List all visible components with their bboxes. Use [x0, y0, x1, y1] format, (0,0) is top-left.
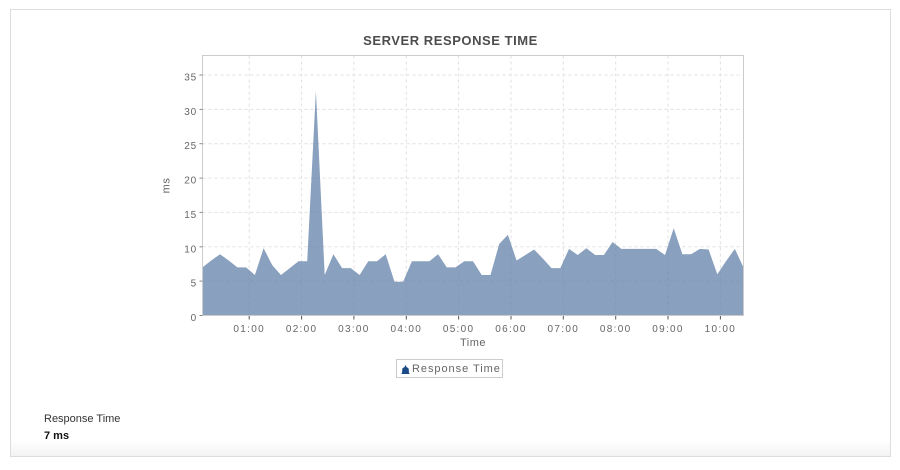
- svg-text:01:00: 01:00: [233, 324, 265, 335]
- svg-text:10:00: 10:00: [705, 324, 737, 335]
- svg-text:05:00: 05:00: [443, 324, 475, 335]
- svg-text:10: 10: [184, 244, 197, 255]
- svg-text:02:00: 02:00: [286, 324, 318, 335]
- svg-text:20: 20: [184, 176, 197, 187]
- svg-text:35: 35: [184, 73, 197, 84]
- svg-text:04:00: 04:00: [391, 324, 423, 335]
- svg-text:25: 25: [184, 141, 197, 152]
- svg-text:30: 30: [184, 107, 197, 118]
- svg-text:07:00: 07:00: [548, 324, 580, 335]
- svg-text:ms: ms: [161, 178, 173, 194]
- svg-text:15: 15: [184, 210, 197, 221]
- svg-text:06:00: 06:00: [495, 324, 527, 335]
- svg-text:0: 0: [191, 313, 197, 324]
- svg-text:03:00: 03:00: [338, 324, 370, 335]
- svg-text:09:00: 09:00: [652, 324, 684, 335]
- svg-text:08:00: 08:00: [600, 324, 632, 335]
- svg-text:Time: Time: [460, 337, 486, 349]
- svg-text:5: 5: [191, 279, 197, 290]
